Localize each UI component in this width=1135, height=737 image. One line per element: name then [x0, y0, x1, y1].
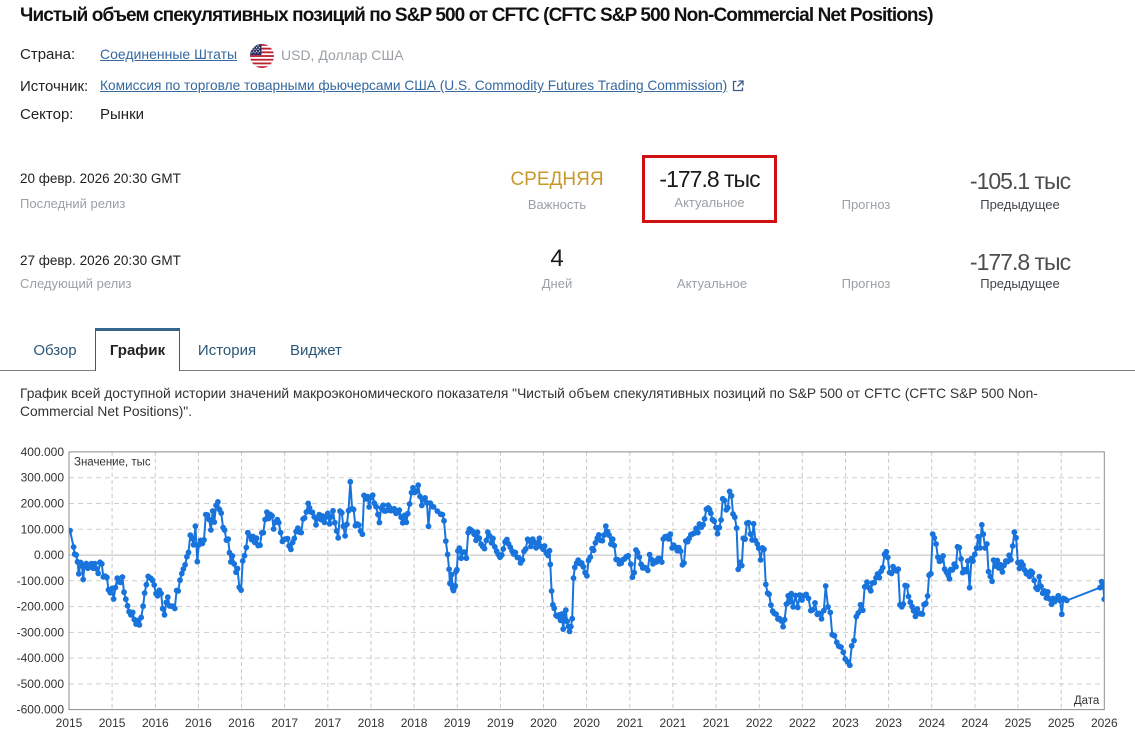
- svg-text:400.000: 400.000: [21, 445, 65, 459]
- svg-text:2023: 2023: [832, 716, 859, 730]
- svg-text:200.000: 200.000: [21, 497, 65, 511]
- svg-text:-300.000: -300.000: [17, 625, 65, 639]
- svg-text:2016: 2016: [185, 716, 212, 730]
- svg-text:300.000: 300.000: [21, 471, 65, 485]
- svg-text:2018: 2018: [358, 716, 385, 730]
- svg-text:Значение, тыс: Значение, тыс: [74, 457, 151, 469]
- svg-text:2022: 2022: [789, 716, 816, 730]
- svg-text:2019: 2019: [487, 716, 514, 730]
- svg-text:2024: 2024: [918, 716, 945, 730]
- svg-text:2017: 2017: [271, 716, 298, 730]
- svg-text:2020: 2020: [530, 716, 557, 730]
- svg-text:2022: 2022: [746, 716, 773, 730]
- svg-text:2021: 2021: [703, 716, 730, 730]
- svg-text:Дата: Дата: [1074, 695, 1100, 707]
- svg-text:2015: 2015: [56, 716, 83, 730]
- svg-text:2016: 2016: [228, 716, 255, 730]
- svg-text:2016: 2016: [142, 716, 169, 730]
- svg-text:2018: 2018: [401, 716, 428, 730]
- svg-text:2021: 2021: [660, 716, 687, 730]
- svg-text:2024: 2024: [962, 716, 989, 730]
- svg-text:-500.000: -500.000: [17, 677, 65, 691]
- svg-text:2023: 2023: [875, 716, 902, 730]
- svg-text:2026: 2026: [1091, 716, 1118, 730]
- svg-text:2019: 2019: [444, 716, 471, 730]
- svg-text:-200.000: -200.000: [17, 600, 65, 614]
- svg-text:0.000: 0.000: [34, 548, 64, 562]
- svg-text:-100.000: -100.000: [17, 574, 65, 588]
- svg-text:2020: 2020: [573, 716, 600, 730]
- svg-text:2025: 2025: [1005, 716, 1032, 730]
- svg-text:-400.000: -400.000: [17, 651, 65, 665]
- svg-text:2025: 2025: [1048, 716, 1075, 730]
- svg-text:-600.000: -600.000: [17, 703, 65, 717]
- svg-text:2021: 2021: [616, 716, 643, 730]
- svg-text:100.000: 100.000: [21, 522, 65, 536]
- svg-text:2017: 2017: [314, 716, 341, 730]
- svg-text:2015: 2015: [99, 716, 126, 730]
